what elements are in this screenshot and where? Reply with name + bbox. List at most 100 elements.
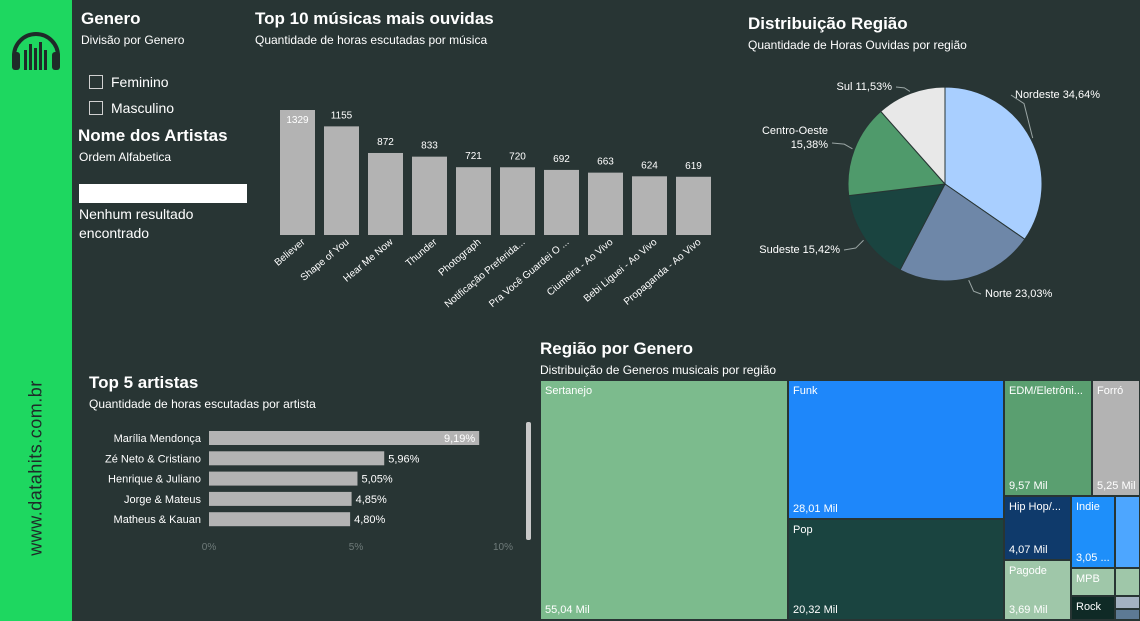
category-label: Marília Mendonça <box>114 433 202 445</box>
slice-label: Norte 23,03% <box>985 288 1052 300</box>
pie-slice <box>848 183 946 271</box>
tick-label: Propaganda - Ao Vivo <box>622 237 704 308</box>
genero-regiao-subtitle: Distribuição de Generos musicais por reg… <box>540 363 777 377</box>
treemap-label: Forró <box>1097 385 1124 397</box>
data-label: 663 <box>597 157 614 168</box>
bar <box>412 156 447 235</box>
checkbox-label: Masculino <box>111 100 175 116</box>
artist-search-input[interactable] <box>79 184 247 203</box>
treemap-label: Hip Hop/... <box>1009 501 1061 513</box>
data-label: 619 <box>685 161 702 172</box>
treemap-cell-small[interactable] <box>1115 596 1140 609</box>
slice-label: Sul 11,53% <box>837 81 893 93</box>
treemap-cell[interactable]: Funk 28,01 Mil <box>788 380 1004 519</box>
artistas-subtitle: Ordem Alfabetica <box>79 150 172 164</box>
slice-label: Centro-Oeste <box>762 125 828 137</box>
bar <box>632 176 667 235</box>
bar <box>209 491 352 506</box>
treemap-label: Rock <box>1076 601 1102 613</box>
leader-line <box>831 142 853 150</box>
data-label: 872 <box>377 137 394 148</box>
bar <box>588 172 623 235</box>
treemap-cell[interactable]: Hip Hop/... 4,07 Mil <box>1004 496 1071 560</box>
genero-regiao-title: Região por Genero <box>540 339 694 358</box>
tick-label: Notificação Preferida... <box>443 237 528 310</box>
category-label: Jorge & Mateus <box>124 494 202 506</box>
pie-slice <box>880 86 946 186</box>
genero-title: Genero <box>81 9 141 28</box>
data-label: 720 <box>509 151 526 162</box>
data-label: 4,80% <box>354 514 385 526</box>
genero-subtitle: Divisão por Genero <box>81 33 185 47</box>
data-label: 4,85% <box>356 494 387 506</box>
pie-slice <box>944 86 1043 240</box>
treemap-label: EDM/Eletrôni... <box>1009 385 1083 397</box>
pie-slice <box>847 110 947 197</box>
treemap-value: 9,57 Mil <box>1009 480 1048 492</box>
bar <box>209 512 351 527</box>
data-label: 721 <box>465 151 482 162</box>
treemap-cell[interactable]: Pagode 3,69 Mil <box>1004 560 1071 620</box>
genero-treemap: Sertanejo 55,04 Mil Funk 28,01 Mil Pop 20,32 … <box>540 380 1140 621</box>
site-url: www.datahits.com.br <box>25 380 46 556</box>
treemap-cell[interactable]: Forró 5,25 Mil <box>1092 380 1140 496</box>
headphones-icon <box>12 32 60 70</box>
data-label: 624 <box>641 160 658 171</box>
sidebar: www.datahits.com.br <box>0 0 72 621</box>
bar <box>280 110 315 235</box>
checkbox-box[interactable] <box>89 101 103 115</box>
checkbox-masculino[interactable]: Masculino <box>89 100 174 116</box>
bar <box>209 471 358 486</box>
bar <box>209 431 480 445</box>
treemap-cell[interactable]: Indie 3,05 ... <box>1071 496 1115 568</box>
treemap-cell-small[interactable] <box>1115 496 1140 568</box>
treemap-label: MPB <box>1076 573 1100 585</box>
artistas-title: Nome dos Artistas <box>78 126 228 145</box>
regiao-subtitle: Quantidade de Horas Ouvidas por região <box>748 38 967 52</box>
data-label: 9,19% <box>444 433 475 445</box>
treemap-cell-small[interactable] <box>1115 609 1140 620</box>
treemap-value: 5,25 Mil <box>1097 480 1136 492</box>
treemap-cell[interactable]: EDM/Eletrôni... 9,57 Mil <box>1004 380 1092 496</box>
bar <box>324 126 359 235</box>
leader-line <box>843 239 864 251</box>
treemap-cell[interactable]: Pop 20,32 Mil <box>788 519 1004 620</box>
bar <box>676 176 711 235</box>
regiao-title: Distribuição Região <box>748 14 908 33</box>
treemap-label: Sertanejo <box>545 385 593 397</box>
slice-label: Sudeste 15,42% <box>759 244 840 256</box>
data-label: 1155 <box>331 110 353 121</box>
treemap-cell[interactable]: Rock <box>1071 596 1115 620</box>
treemap-cell-small[interactable] <box>1115 568 1140 596</box>
top10-subtitle: Quantidade de horas escutadas por música <box>255 33 488 47</box>
slice-value: 15,38% <box>791 139 829 151</box>
treemap-cell[interactable]: MPB <box>1071 568 1115 596</box>
top5-title: Top 5 artistas <box>89 373 199 392</box>
category-label: Zé Neto & Cristiano <box>105 453 201 465</box>
top5-chart: Marília Mendonça 9,19% Zé Neto & Cristiano… <box>105 422 531 553</box>
leader-line <box>968 279 982 295</box>
bar <box>456 167 491 235</box>
axis-tick-label: 5% <box>349 542 364 553</box>
data-label: 5,96% <box>388 453 419 465</box>
top10-title: Top 10 músicas mais ouvidas <box>255 9 494 28</box>
empty-result-text: Nenhum resultado encontrado <box>79 206 194 241</box>
slice-label: Nordeste 34,64% <box>1015 89 1100 101</box>
tick-label: Pra Você Guardei O ... <box>487 237 571 310</box>
scrollbar <box>526 422 531 540</box>
top5-subtitle: Quantidade de horas escutadas por artist… <box>89 397 316 411</box>
treemap-label: Pop <box>793 524 813 536</box>
treemap-value: 3,69 Mil <box>1009 604 1048 616</box>
axis-tick-label: 10% <box>493 542 513 553</box>
checkbox-box[interactable] <box>89 75 103 89</box>
treemap-value: 3,05 ... <box>1076 552 1110 564</box>
bar <box>209 451 385 466</box>
treemap-label: Indie <box>1076 501 1100 513</box>
checkbox-feminino[interactable]: Feminino <box>89 74 169 90</box>
data-label: 833 <box>421 141 438 152</box>
treemap-cell[interactable]: Sertanejo 55,04 Mil <box>540 380 788 620</box>
axis-tick-label: 0% <box>202 542 217 553</box>
regiao-pie-chart: Nordeste 34,64% Norte 23,03% Sudeste 15,42… <box>759 81 1100 300</box>
category-label: Henrique & Juliano <box>108 474 201 486</box>
